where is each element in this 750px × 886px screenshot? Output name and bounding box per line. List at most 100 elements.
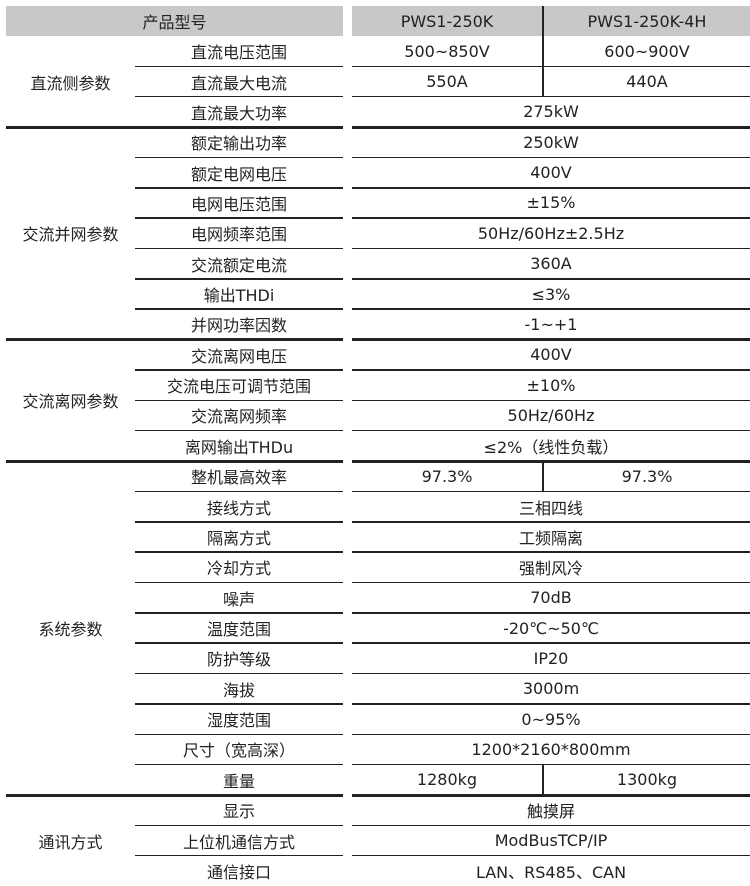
row-separator bbox=[352, 278, 750, 280]
row-separator bbox=[352, 733, 750, 736]
param-label: 防护等级 bbox=[206, 650, 271, 670]
param-value: -20℃~50℃ bbox=[503, 618, 599, 638]
column-divider bbox=[542, 461, 544, 492]
param-value: 1300kg bbox=[616, 770, 678, 790]
param-value: 600~900V bbox=[604, 41, 690, 61]
param-label: 输出THDi bbox=[203, 286, 275, 306]
group-separator bbox=[352, 459, 750, 463]
param-label: 湿度范围 bbox=[206, 711, 271, 731]
group-label: 系统参数 bbox=[38, 620, 103, 639]
group-separator bbox=[6, 793, 343, 797]
param-label: 通信接口 bbox=[206, 862, 271, 882]
row-separator bbox=[135, 612, 343, 614]
param-value: 275kW bbox=[523, 102, 579, 122]
param-value: 三相四线 bbox=[518, 498, 583, 518]
param-label: 海拔 bbox=[222, 680, 255, 700]
group-separator bbox=[352, 338, 750, 342]
param-label: 交流离网电压 bbox=[190, 346, 287, 366]
param-value: LAN、RS485、CAN bbox=[475, 862, 627, 882]
row-separator bbox=[352, 490, 750, 493]
row-separator bbox=[352, 217, 750, 219]
group-label: 通讯方式 bbox=[38, 832, 103, 852]
row-separator bbox=[352, 763, 750, 766]
param-value: 250kW bbox=[523, 132, 579, 152]
param-label: 重量 bbox=[222, 771, 255, 791]
header-model-2: PWS1-250K-4H bbox=[544, 6, 750, 36]
row-separator bbox=[135, 824, 343, 827]
param-value: 1200*2160*800mm bbox=[471, 739, 631, 759]
param-label: 直流最大电流 bbox=[190, 73, 287, 93]
param-value: 触摸屏 bbox=[526, 802, 575, 822]
param-label: 离网输出THDu bbox=[184, 437, 294, 457]
row-separator bbox=[135, 95, 343, 98]
column-divider bbox=[542, 66, 544, 97]
row-separator bbox=[135, 490, 343, 493]
row-separator bbox=[135, 642, 343, 644]
row-separator bbox=[352, 308, 750, 310]
param-label: 隔离方式 bbox=[206, 528, 271, 548]
column-divider bbox=[542, 764, 544, 795]
param-value: 3000m bbox=[522, 679, 580, 699]
row-separator bbox=[135, 247, 343, 250]
row-separator bbox=[352, 551, 750, 553]
param-label: 电网电压范围 bbox=[190, 194, 287, 214]
group-separator bbox=[6, 459, 343, 463]
row-separator bbox=[352, 642, 750, 644]
param-value: 400V bbox=[530, 345, 572, 365]
row-separator bbox=[352, 824, 750, 827]
param-value: ≤3% bbox=[531, 284, 571, 304]
row-separator bbox=[352, 369, 750, 371]
param-value: ±15% bbox=[526, 193, 576, 213]
header-divider bbox=[542, 6, 544, 36]
group-separator bbox=[6, 125, 343, 129]
group-label: 交流离网参数 bbox=[22, 392, 119, 412]
param-value: 70dB bbox=[530, 588, 572, 608]
row-separator bbox=[135, 521, 343, 523]
param-value: 440A bbox=[626, 72, 668, 92]
param-value: 97.3% bbox=[421, 466, 473, 486]
param-label: 额定电网电压 bbox=[190, 164, 287, 184]
param-label: 直流最大功率 bbox=[190, 103, 287, 123]
row-separator bbox=[135, 278, 343, 280]
param-label: 电网频率范围 bbox=[190, 225, 287, 245]
param-value: 360A bbox=[530, 254, 572, 274]
param-value: ≤2%（线性负载） bbox=[483, 437, 619, 457]
row-separator bbox=[352, 581, 750, 584]
param-label: 交流离网频率 bbox=[190, 407, 287, 427]
row-separator bbox=[135, 308, 343, 310]
row-separator bbox=[135, 399, 343, 402]
param-value: 强制风冷 bbox=[518, 559, 583, 579]
param-label: 整机最高效率 bbox=[190, 468, 287, 488]
row-separator bbox=[135, 763, 343, 766]
param-label: 交流电压可调节范围 bbox=[166, 377, 311, 397]
group-separator bbox=[352, 793, 750, 797]
param-label: 接线方式 bbox=[206, 498, 271, 518]
row-separator bbox=[352, 156, 750, 159]
param-value: 400V bbox=[530, 163, 572, 183]
row-separator bbox=[352, 429, 750, 432]
param-value: 50Hz/60Hz bbox=[507, 405, 595, 425]
row-separator bbox=[352, 247, 750, 250]
row-separator bbox=[135, 551, 343, 553]
param-label: 交流额定电流 bbox=[190, 255, 287, 275]
param-label: 并网功率因数 bbox=[190, 316, 287, 336]
row-separator bbox=[135, 672, 343, 675]
param-value: 1280kg bbox=[416, 770, 478, 790]
row-separator bbox=[135, 65, 343, 68]
param-value: ±10% bbox=[526, 375, 576, 395]
row-separator bbox=[352, 187, 750, 189]
group-label: 交流并网参数 bbox=[22, 225, 119, 245]
param-label: 温度范围 bbox=[206, 620, 271, 639]
row-separator bbox=[135, 581, 343, 584]
row-separator bbox=[135, 156, 343, 159]
param-value: -1~+1 bbox=[524, 314, 578, 334]
row-separator bbox=[352, 521, 750, 523]
row-separator bbox=[135, 369, 343, 371]
param-value: 50Hz/60Hz±2.5Hz bbox=[477, 223, 625, 243]
row-separator bbox=[135, 703, 343, 705]
param-value: 500~850V bbox=[404, 41, 490, 61]
param-label: 噪声 bbox=[222, 589, 255, 609]
param-value: 0~95% bbox=[521, 709, 581, 729]
row-separator bbox=[352, 854, 750, 857]
row-separator bbox=[352, 65, 750, 68]
